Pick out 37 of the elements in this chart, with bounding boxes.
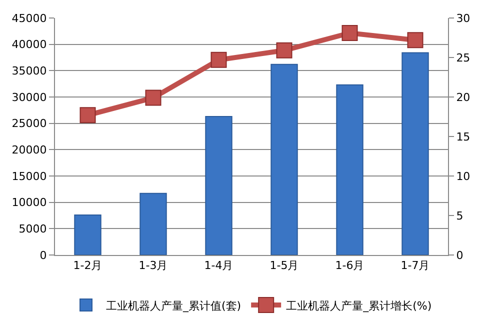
x-tick-label: 1-6月 bbox=[335, 259, 364, 272]
bar bbox=[402, 52, 429, 255]
y-tick-label: 35000 bbox=[12, 64, 47, 78]
y2-tick-label: 20 bbox=[456, 90, 470, 104]
point bbox=[145, 90, 162, 106]
y-tick-label: 0 bbox=[40, 248, 47, 262]
x-tick-label: 1-3月 bbox=[138, 259, 168, 272]
point bbox=[276, 42, 292, 58]
x-tick-label: 1-7月 bbox=[400, 259, 430, 272]
bar bbox=[74, 214, 102, 255]
legend-label: 工业机器人产量_累计增长(%) bbox=[286, 299, 432, 312]
y2-tick-label: 25 bbox=[456, 51, 470, 64]
y-tick-label: 25000 bbox=[12, 117, 47, 130]
y-tick-label: 45000 bbox=[12, 12, 47, 25]
bar bbox=[205, 116, 232, 255]
y2-tick-label: 10 bbox=[456, 170, 470, 183]
y-tick-label: 5000 bbox=[18, 222, 47, 236]
y-tick-label: 15000 bbox=[12, 170, 47, 183]
bar bbox=[140, 192, 167, 255]
point bbox=[407, 32, 424, 48]
y2-tick-label: 30 bbox=[456, 12, 470, 25]
x-tick-label: 1-4月 bbox=[204, 259, 234, 272]
x-tick-label: 1-5月 bbox=[270, 259, 299, 272]
y-tick-label: 30000 bbox=[12, 90, 47, 104]
y-tick-label: 10000 bbox=[12, 196, 47, 210]
point bbox=[80, 107, 96, 124]
bar bbox=[336, 84, 364, 255]
point bbox=[210, 52, 227, 68]
y2-tick-label: 15 bbox=[456, 130, 470, 144]
y-tick-label: 40000 bbox=[12, 38, 47, 52]
y2-tick-label: 0 bbox=[456, 248, 464, 262]
y-tick-label: 20000 bbox=[12, 144, 47, 157]
bar bbox=[270, 64, 298, 255]
x-tick-label: 1-2月 bbox=[73, 259, 102, 272]
point bbox=[342, 25, 358, 42]
y2-tick-label: 5 bbox=[456, 209, 464, 222]
legend-label: 工业机器人产量_累计值(套) bbox=[106, 299, 242, 312]
